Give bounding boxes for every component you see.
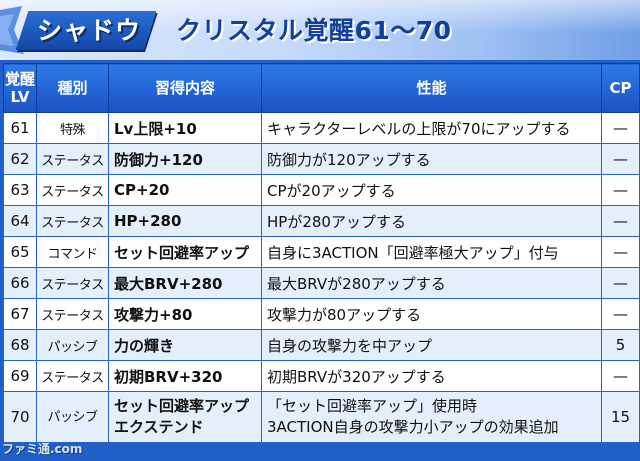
row-skill: セット回避率アップ エクステンド (108, 391, 262, 443)
row-lv: 66 (3, 267, 37, 299)
row-cp: — (601, 267, 640, 299)
row-lv: 61 (3, 112, 37, 144)
header-banner: シャドウ クリスタル覚醒61〜70 (0, 0, 640, 60)
row-type: パッシブ (36, 329, 109, 361)
character-name: シャドウ (36, 16, 141, 45)
row-cp: — (601, 174, 640, 206)
table-row: 65 コマンド セット回避率アップ 自身に3ACTION「回避率極大アップ」付与… (3, 236, 640, 268)
table-row: 66 ステータス 最大BRV+280 最大BRVが280アップする — (3, 267, 640, 299)
row-skill: CP+20 (108, 174, 262, 206)
row-type: パッシブ (36, 391, 109, 443)
column-header-skill: 習得内容 (108, 63, 262, 113)
table-row: 64 ステータス HP+280 HPが280アップする — (3, 205, 640, 237)
row-lv: 68 (3, 329, 37, 361)
row-skill: 最大BRV+280 (108, 267, 262, 299)
table-row: 70 パッシブ セット回避率アップ エクステンド 「セット回避率アップ」使用時 … (3, 391, 640, 443)
row-type: ステータス (36, 174, 109, 206)
row-skill: 防御力+120 (108, 143, 262, 175)
row-effect: 自身に3ACTION「回避率極大アップ」付与 (261, 236, 602, 268)
row-skill: 攻撃力+80 (108, 298, 262, 330)
row-type: ステータス (36, 143, 109, 175)
row-cp: — (601, 112, 640, 144)
table-row: 68 パッシブ 力の輝き 自身の攻撃力を中アップ 5 (3, 329, 640, 361)
row-type: ステータス (36, 298, 109, 330)
row-effect: 防御力が120アップする (261, 143, 602, 175)
row-type: ステータス (36, 205, 109, 237)
row-cp: 5 (601, 329, 640, 361)
row-skill: 初期BRV+320 (108, 360, 262, 392)
row-effect: CPが20アップする (261, 174, 602, 206)
column-header-cp: CP (601, 63, 640, 113)
row-lv: 67 (3, 298, 37, 330)
row-cp: 15 (601, 391, 640, 443)
row-lv: 69 (3, 360, 37, 392)
column-header-type: 種別 (36, 63, 109, 113)
awakening-table: 覚醒 LV 種別 習得内容 性能 CP 61 特殊 Lv上限+10 キャラクター… (3, 63, 640, 443)
row-effect-line2: 3ACTION自身の攻撃力小アップの効果追加 (267, 418, 559, 436)
row-effect: 攻撃力が80アップする (261, 298, 602, 330)
row-skill: HP+280 (108, 205, 262, 237)
row-skill: セット回避率アップ (108, 236, 262, 268)
row-type: ステータス (36, 267, 109, 299)
table-row: 69 ステータス 初期BRV+320 初期BRVが320アップする — (3, 360, 640, 392)
row-type: コマンド (36, 236, 109, 268)
row-cp: — (601, 205, 640, 237)
column-header-lv-line1: 覚醒 (4, 70, 35, 88)
row-cp: — (601, 143, 640, 175)
row-cp: — (601, 360, 640, 392)
column-header-effect: 性能 (261, 63, 602, 113)
table-header-row: 覚醒 LV 種別 習得内容 性能 CP (3, 63, 640, 113)
row-effect: HPが280アップする (261, 205, 602, 237)
row-lv: 65 (3, 236, 37, 268)
row-cp: — (601, 236, 640, 268)
table-row: 62 ステータス 防御力+120 防御力が120アップする — (3, 143, 640, 175)
row-effect: キャラクターレベルの上限が70にアップする (261, 112, 602, 144)
awakening-table-frame: 覚醒 LV 種別 習得内容 性能 CP 61 特殊 Lv上限+10 キャラクター… (0, 60, 640, 461)
row-lv: 62 (3, 143, 37, 175)
row-lv: 63 (3, 174, 37, 206)
page-title: クリスタル覚醒61〜70 (176, 16, 452, 45)
row-effect: 最大BRVが280アップする (261, 267, 602, 299)
row-type: ステータス (36, 360, 109, 392)
column-header-lv: 覚醒 LV (3, 63, 37, 113)
row-lv: 64 (3, 205, 37, 237)
row-skill: Lv上限+10 (108, 112, 262, 144)
row-skill: 力の輝き (108, 329, 262, 361)
row-effect-line1: 「セット回避率アップ」使用時 (267, 397, 478, 415)
row-skill-line2: エクステンド (114, 418, 204, 436)
row-effect: 自身の攻撃力を中アップ (261, 329, 602, 361)
row-skill-line1: セット回避率アップ (114, 397, 250, 415)
table-row: 67 ステータス 攻撃力+80 攻撃力が80アップする — (3, 298, 640, 330)
watermark-logo: ファミ通.com (2, 442, 83, 456)
row-cp: — (601, 298, 640, 330)
table-row: 61 特殊 Lv上限+10 キャラクターレベルの上限が70にアップする — (3, 112, 640, 144)
row-type: 特殊 (36, 112, 109, 144)
row-effect: 「セット回避率アップ」使用時 3ACTION自身の攻撃力小アップの効果追加 (261, 391, 602, 443)
column-header-lv-line2: LV (10, 88, 30, 106)
table-row: 63 ステータス CP+20 CPが20アップする — (3, 174, 640, 206)
row-effect: 初期BRVが320アップする (261, 360, 602, 392)
row-lv: 70 (3, 391, 37, 443)
